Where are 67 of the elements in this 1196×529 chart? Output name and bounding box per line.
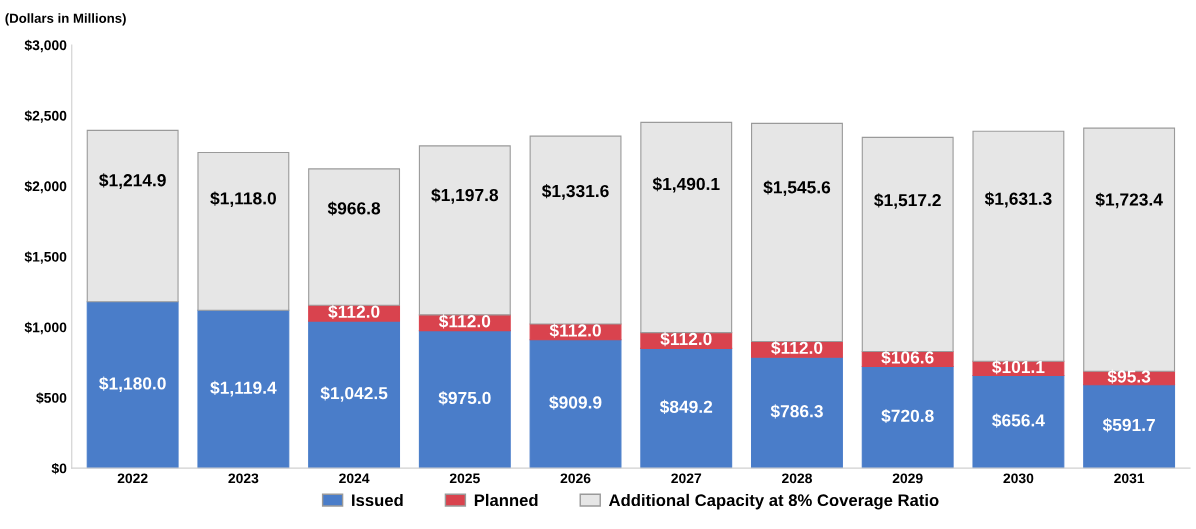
data-label: $786.3: [770, 404, 823, 419]
x-tick-label: 2023: [228, 473, 259, 484]
data-label: $106.6: [881, 350, 934, 365]
bar: [640, 121, 733, 334]
bar: [86, 301, 179, 469]
data-label: $849.2: [659, 399, 713, 415]
bar: [197, 151, 290, 311]
data-label: $112.0: [549, 323, 601, 338]
x-tick-label: 2027: [671, 473, 702, 484]
y-tick-label: $2,000: [24, 180, 67, 194]
bar: [308, 168, 401, 306]
x-tick-label: 2026: [560, 473, 591, 484]
data-label: $909.9: [549, 395, 602, 410]
y-tick-label: $1,500: [24, 251, 67, 264]
data-label: $591.7: [1102, 418, 1155, 433]
y-tick-label: $2,500: [24, 110, 67, 123]
data-label: $1,119.4: [210, 380, 277, 397]
y-axis-title: (Dollars in Millions): [5, 13, 126, 26]
data-label: $720.8: [881, 408, 934, 424]
x-tick-label: 2024: [339, 473, 370, 484]
bar: [861, 365, 954, 469]
bar: [529, 135, 622, 325]
data-label: $1,197.8: [431, 188, 499, 204]
legend-label: Planned: [474, 493, 538, 507]
data-label: $1,331.6: [541, 184, 609, 200]
bar: [751, 356, 843, 469]
data-label: $1,214.9: [99, 173, 166, 189]
data-label: $112.0: [328, 304, 380, 319]
bar: [86, 129, 179, 303]
bar: [972, 375, 1065, 469]
bar: [640, 347, 733, 469]
data-label: $1,042.5: [320, 386, 388, 402]
x-tick-label: 2030: [1003, 473, 1034, 484]
data-label: $1,723.4: [1095, 192, 1163, 209]
data-label: $101.1: [992, 360, 1045, 375]
data-label: $112.0: [438, 314, 491, 329]
x-tick-label: 2031: [1114, 473, 1145, 484]
bar: [418, 330, 511, 469]
bar: [751, 122, 843, 342]
legend-label: Additional Capacity at 8% Coverage Ratio: [608, 493, 939, 510]
x-tick-label: 2022: [117, 473, 148, 484]
bar: [418, 145, 511, 316]
bar: [308, 320, 401, 469]
data-label: $1,517.2: [874, 193, 941, 209]
data-label: $112.0: [660, 332, 712, 347]
bar: [197, 309, 290, 469]
bar: [972, 130, 1065, 362]
data-label: $966.8: [327, 201, 381, 216]
data-label: $1,180.0: [99, 376, 166, 393]
y-tick-label: $3,000: [24, 39, 67, 53]
data-label: $95.3: [1107, 369, 1151, 384]
y-tick-label: $500: [36, 392, 67, 404]
data-label: $112.0: [771, 340, 823, 356]
bar: [1083, 384, 1176, 469]
bar: [529, 339, 622, 469]
x-tick-label: 2025: [449, 473, 480, 484]
data-label: $975.0: [438, 391, 491, 406]
y-tick-label: $1,000: [24, 321, 67, 335]
data-label: $1,545.6: [763, 180, 831, 196]
data-label: $1,118.0: [210, 191, 276, 208]
data-label: $1,631.3: [984, 191, 1052, 208]
x-tick-label: 2029: [892, 473, 923, 484]
data-label: $1,490.1: [652, 177, 720, 193]
x-tick-label: 2028: [782, 473, 812, 484]
legend-label: Issued: [352, 493, 403, 507]
data-label: $656.4: [992, 413, 1045, 428]
y-tick-label: $0: [51, 462, 67, 475]
